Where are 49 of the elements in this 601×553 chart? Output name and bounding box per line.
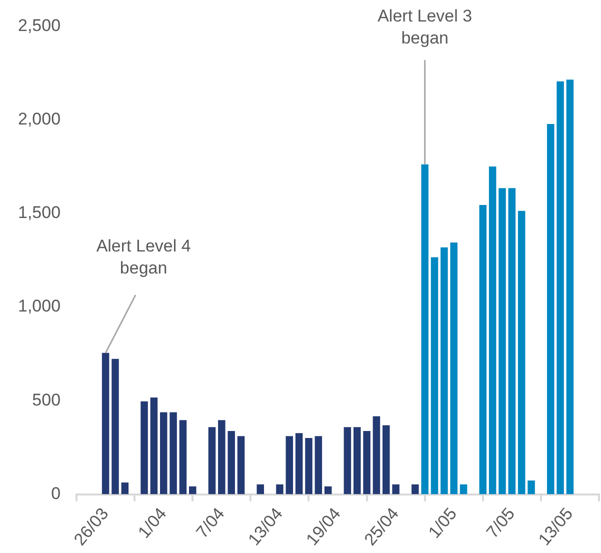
bar (102, 352, 110, 494)
bar (208, 427, 216, 494)
y-tick-label: 0 (51, 484, 61, 503)
bar (112, 358, 119, 494)
bar (150, 397, 158, 494)
y-tick-label: 2,000 (18, 110, 61, 129)
bar (121, 482, 129, 494)
y-tick-label: 1,500 (18, 203, 61, 222)
bar (518, 210, 526, 494)
annotation: Alert Level 4 began (96, 236, 191, 278)
bar (440, 247, 448, 494)
bar (508, 188, 516, 494)
bar (314, 436, 322, 494)
bar (256, 484, 264, 494)
bar (556, 81, 564, 494)
bar (372, 416, 380, 494)
bar (170, 412, 177, 494)
bar (498, 188, 506, 494)
bar (430, 257, 438, 494)
bar (228, 431, 235, 494)
bar (566, 80, 574, 494)
y-tick-label: 1,000 (18, 296, 61, 316)
bar (305, 438, 312, 494)
bar (353, 427, 361, 494)
bar (412, 484, 419, 494)
bar (450, 242, 458, 494)
bar (344, 427, 352, 494)
bar (140, 401, 148, 494)
bar (160, 412, 168, 494)
bar (392, 484, 400, 494)
bar (421, 164, 428, 494)
y-tick-label: 500 (32, 390, 61, 410)
bar (179, 420, 187, 494)
bar (479, 205, 487, 494)
bar (528, 480, 535, 494)
bar (363, 431, 370, 494)
bar (460, 484, 468, 494)
bar (324, 486, 332, 494)
bar (276, 484, 284, 494)
bar (382, 425, 390, 494)
y-tick-label: 2,500 (18, 16, 61, 35)
bar (295, 433, 303, 494)
bar (189, 486, 196, 494)
bar (546, 124, 554, 494)
bar (218, 420, 226, 494)
bar (488, 166, 496, 494)
bar (237, 436, 245, 494)
annotation: Alert Level 3 began (378, 6, 472, 48)
bar (286, 436, 294, 494)
